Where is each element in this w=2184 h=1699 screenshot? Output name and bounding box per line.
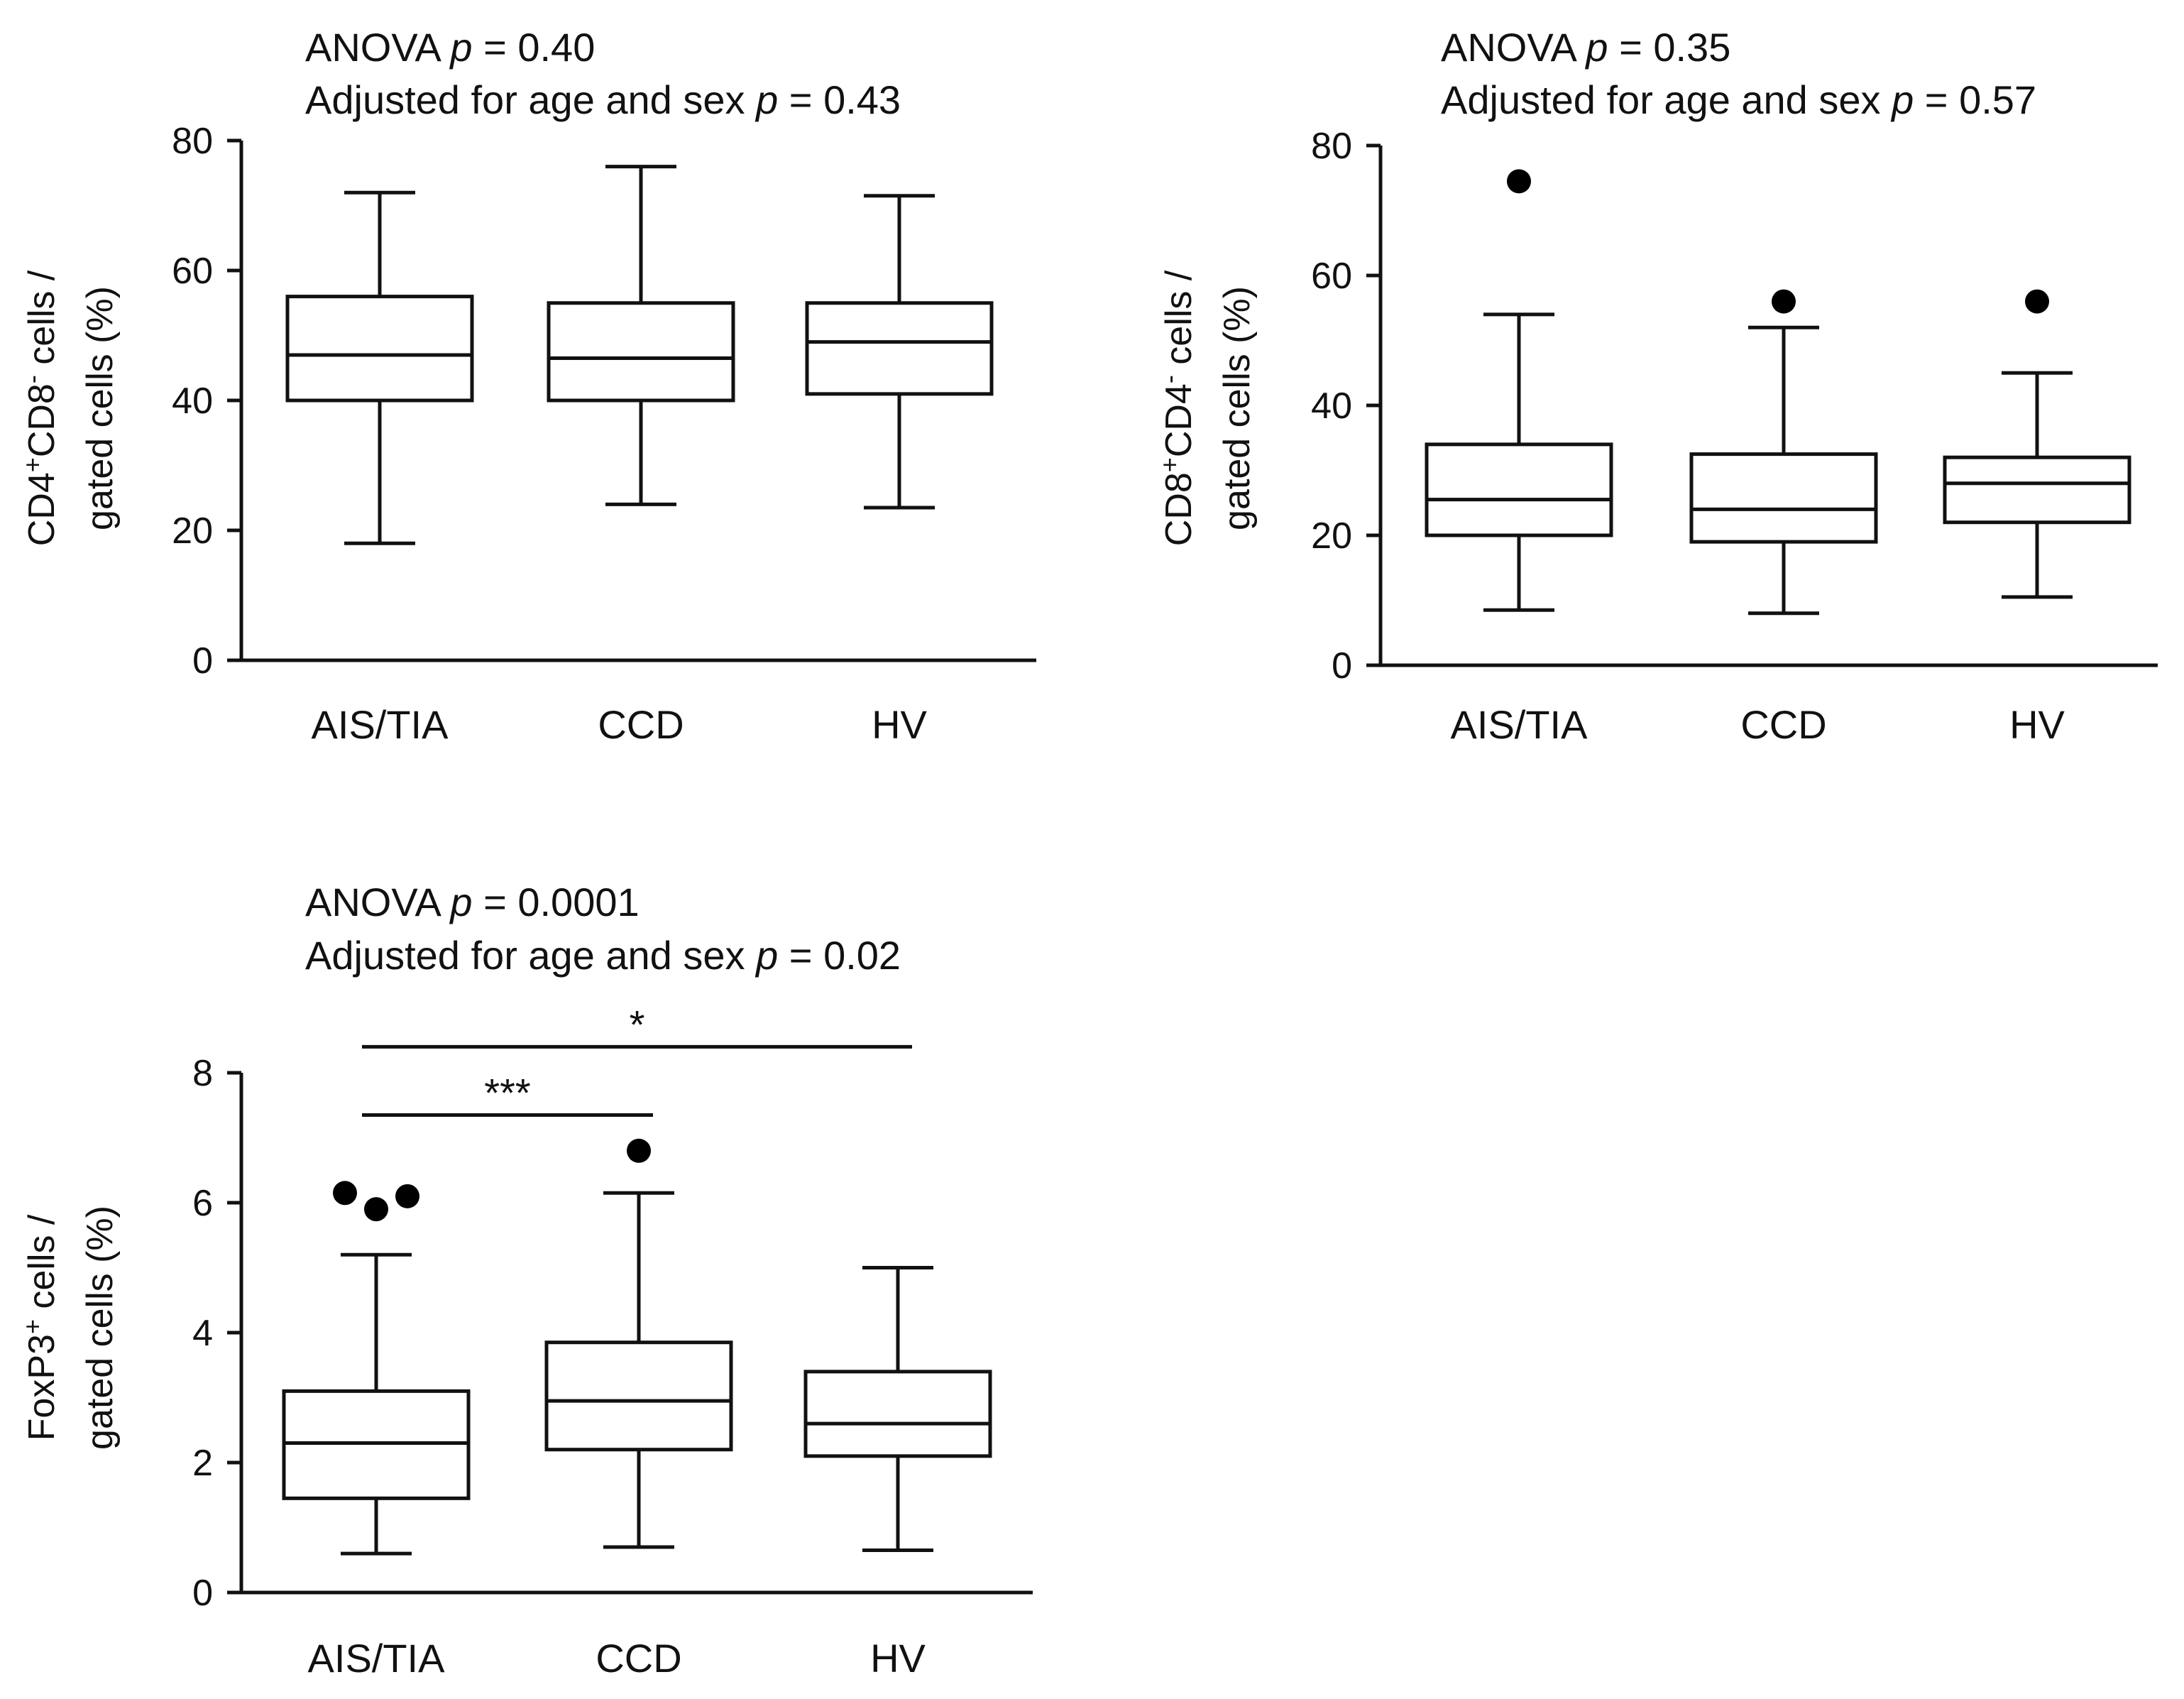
y-tick-label: 0 bbox=[192, 1573, 213, 1614]
y-label-text: CD4 bbox=[1158, 383, 1200, 457]
y-tick-label: 60 bbox=[172, 251, 213, 292]
title-text: Adjusted for age and sex bbox=[305, 933, 756, 978]
panel-cd8-cd4: ANOVA p = 0.35 Adjusted for age and sex p… bbox=[1155, 25, 2158, 747]
outlier-point bbox=[364, 1197, 388, 1222]
title-p-symbol: p bbox=[754, 933, 778, 978]
title-text: Adjusted for age and sex bbox=[1441, 77, 1892, 122]
outlier-point bbox=[2025, 289, 2049, 314]
y-tick-label: 60 bbox=[1311, 256, 1352, 297]
box-iqr bbox=[285, 295, 474, 403]
y-tick-label: 20 bbox=[1311, 515, 1352, 557]
y-axis-label-line2: gated cells (%) bbox=[79, 286, 121, 530]
panel-title-line: ANOVA p = 0.40 bbox=[305, 25, 595, 70]
title-text: ANOVA bbox=[1441, 25, 1586, 70]
box-iqr bbox=[1425, 442, 1613, 537]
y-tick-label: 6 bbox=[192, 1183, 213, 1224]
y-label-text: CD8 bbox=[1158, 472, 1200, 546]
y-axis-label-line2: gated cells (%) bbox=[79, 1206, 121, 1450]
outlier-point bbox=[395, 1184, 419, 1208]
y-label-text: cells / bbox=[21, 270, 62, 375]
y-label-text: cells / bbox=[21, 1214, 62, 1319]
y-tick-label: 2 bbox=[192, 1443, 213, 1484]
box-iqr bbox=[1943, 455, 2131, 525]
y-axis-label-line1: CD8+CD4- cells / bbox=[1155, 270, 1200, 546]
outlier-point bbox=[1507, 169, 1531, 194]
y-tick-label: 0 bbox=[192, 640, 213, 682]
box-iqr bbox=[805, 301, 994, 396]
title-text: ANOVA bbox=[305, 880, 450, 924]
y-tick-label: 8 bbox=[192, 1053, 213, 1094]
title-p-symbol: p bbox=[1584, 25, 1608, 70]
y-tick-label: 20 bbox=[172, 510, 213, 552]
title-p-symbol: p bbox=[1890, 77, 1914, 122]
x-category-label: CCD bbox=[598, 702, 684, 747]
y-tick-label: 0 bbox=[1332, 645, 1352, 687]
y-axis-label-line1: CD4+CD8- cells / bbox=[18, 270, 62, 546]
title-text: Adjusted for age and sex bbox=[305, 77, 756, 122]
title-value: = 0.0001 bbox=[473, 880, 640, 924]
y-axis-label-line1: FoxP3+ cells / bbox=[18, 1214, 62, 1441]
panel-title-line: Adjusted for age and sex p = 0.43 bbox=[305, 77, 901, 122]
x-category-label: HV bbox=[872, 702, 927, 747]
title-value: = 0.40 bbox=[473, 25, 596, 70]
outlier-point bbox=[1772, 289, 1796, 314]
box-iqr bbox=[1689, 452, 1878, 544]
panel-foxp3: ANOVA p = 0.0001 Adjusted for age and sex… bbox=[18, 880, 1033, 1681]
y-label-text: CD8 bbox=[21, 383, 62, 457]
panel-title-line: Adjusted for age and sex p = 0.02 bbox=[305, 933, 901, 978]
y-label-superscript: - bbox=[18, 375, 47, 383]
panel-title-line: Adjusted for age and sex p = 0.57 bbox=[1441, 77, 2036, 122]
y-label-superscript: + bbox=[18, 1319, 47, 1334]
y-label-superscript: + bbox=[18, 457, 47, 472]
y-label-superscript: - bbox=[1155, 375, 1184, 383]
x-category-label: AIS/TIA bbox=[1451, 702, 1588, 747]
outlier-point bbox=[627, 1138, 651, 1163]
x-category-label: HV bbox=[870, 1636, 926, 1681]
box-iqr bbox=[544, 1340, 733, 1452]
title-value: = 0.02 bbox=[778, 933, 901, 978]
x-category-label: CCD bbox=[1740, 702, 1826, 747]
y-tick-label: 80 bbox=[172, 121, 213, 162]
y-label-text: CD4 bbox=[21, 472, 62, 546]
title-p-symbol: p bbox=[449, 880, 472, 924]
box-iqr bbox=[547, 301, 735, 403]
y-label-text: FoxP3 bbox=[21, 1334, 62, 1441]
title-value: = 0.43 bbox=[778, 77, 901, 122]
x-category-label: HV bbox=[2009, 702, 2065, 747]
significance-label: *** bbox=[484, 1070, 530, 1115]
y-axis-label-line2: gated cells (%) bbox=[1217, 286, 1258, 530]
panel-title-line: ANOVA p = 0.35 bbox=[1441, 25, 1730, 70]
y-tick-label: 4 bbox=[192, 1313, 213, 1354]
title-text: ANOVA bbox=[305, 25, 450, 70]
panel-title-line: ANOVA p = 0.0001 bbox=[305, 880, 640, 924]
significance-label: * bbox=[630, 1002, 645, 1047]
panel-cd4-cd8: ANOVA p = 0.40 Adjusted for age and sex p… bbox=[18, 25, 1036, 747]
title-p-symbol: p bbox=[754, 77, 778, 122]
x-category-label: AIS/TIA bbox=[312, 702, 449, 747]
title-value: = 0.35 bbox=[1608, 25, 1731, 70]
y-tick-label: 80 bbox=[1311, 126, 1352, 167]
y-tick-label: 40 bbox=[172, 381, 213, 422]
title-value: = 0.57 bbox=[1914, 77, 2036, 122]
y-label-text: cells / bbox=[1158, 270, 1200, 375]
x-category-label: CCD bbox=[596, 1636, 681, 1681]
y-label-superscript: + bbox=[1155, 457, 1184, 472]
y-tick-label: 40 bbox=[1311, 386, 1352, 427]
box-iqr bbox=[803, 1370, 992, 1458]
outlier-point bbox=[333, 1181, 357, 1206]
x-category-label: AIS/TIA bbox=[308, 1636, 446, 1681]
title-p-symbol: p bbox=[449, 25, 472, 70]
